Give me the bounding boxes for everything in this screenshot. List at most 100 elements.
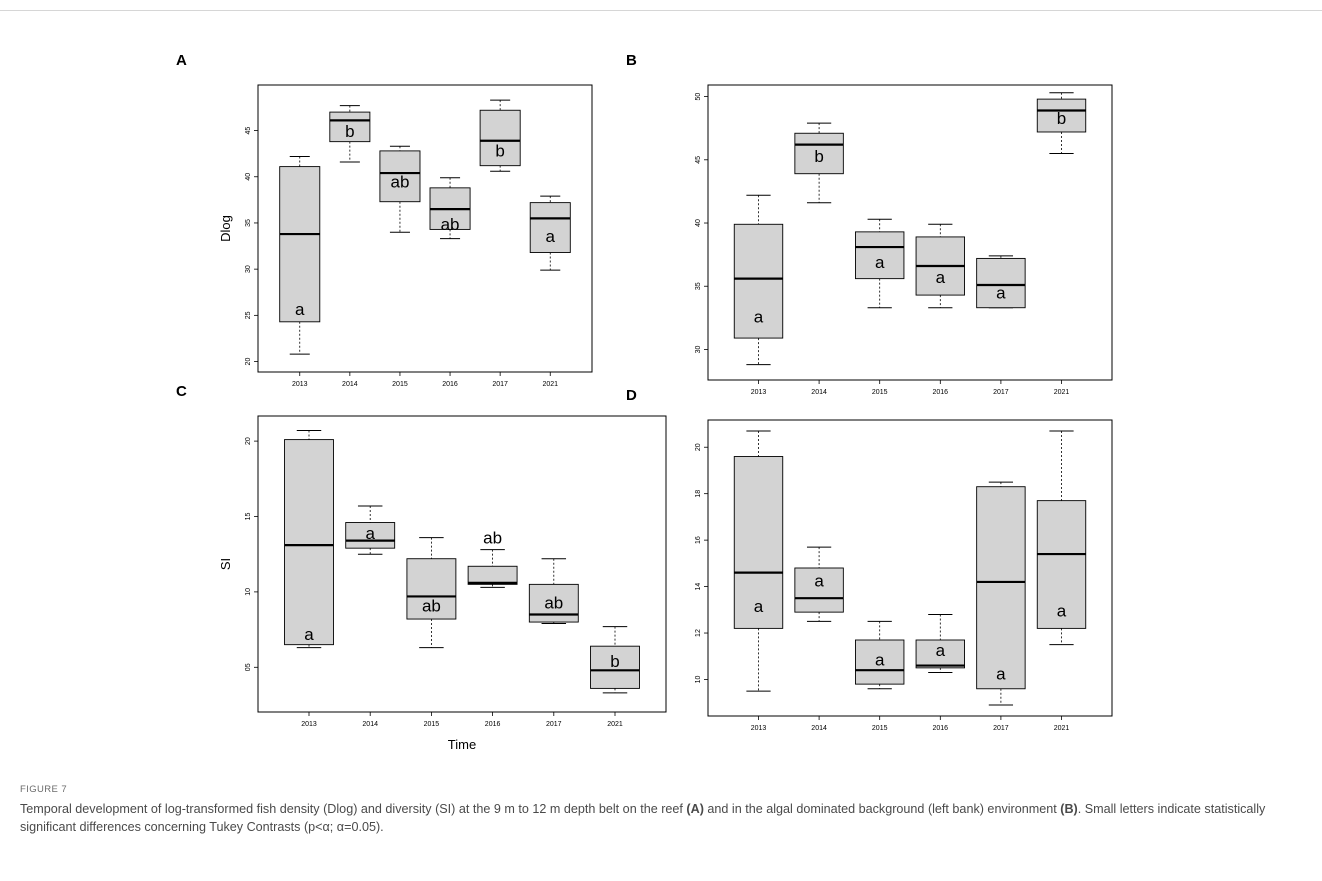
y-tick-label: 20 bbox=[245, 358, 252, 366]
significance-letter: a bbox=[875, 650, 885, 669]
x-tick-label: 2013 bbox=[751, 725, 767, 732]
box-2017: ab bbox=[528, 558, 579, 625]
significance-letter: ab bbox=[483, 529, 502, 548]
panel-label: A bbox=[176, 52, 187, 69]
y-tick-label: 15 bbox=[245, 513, 252, 521]
y-tick-label: 35 bbox=[245, 219, 252, 227]
box-2015: a bbox=[855, 218, 905, 309]
x-tick-label: 2015 bbox=[424, 721, 440, 728]
iqr-box bbox=[479, 109, 521, 167]
significance-letter: a bbox=[365, 524, 375, 543]
panel-label: B bbox=[626, 52, 637, 69]
significance-letter: a bbox=[754, 597, 764, 616]
iqr-box bbox=[528, 583, 579, 623]
significance-letter: b bbox=[610, 652, 619, 671]
box-2013: a bbox=[279, 155, 321, 355]
iqr-box bbox=[284, 439, 334, 646]
significance-letter: a bbox=[1057, 602, 1067, 621]
box-2015: ab bbox=[406, 537, 457, 649]
x-tick-label: 2016 bbox=[442, 381, 458, 388]
box-2021: b bbox=[1036, 92, 1087, 154]
iqr-box bbox=[467, 565, 518, 585]
significance-letter: a bbox=[936, 641, 946, 660]
box-2013: a bbox=[733, 194, 784, 366]
significance-letter: a bbox=[996, 664, 1006, 683]
panel-b: B 30 35 40 45 50 a 2013 b 2014 a 2015 a 2016 a 2017 b 202… bbox=[626, 52, 1113, 396]
box-2017: a bbox=[976, 255, 1026, 309]
y-tick-label: 50 bbox=[695, 93, 702, 101]
iqr-box bbox=[794, 567, 844, 613]
x-tick-label: 2021 bbox=[1054, 725, 1070, 732]
significance-letter: b bbox=[814, 147, 823, 166]
x-tick-label: 2014 bbox=[342, 381, 358, 388]
plot-frame bbox=[707, 419, 1113, 717]
figure-7-boxplots: A202530354045a2013b2014ab2015ab2016b2017… bbox=[176, 52, 1113, 752]
significance-letter: a bbox=[936, 268, 946, 287]
x-tick-label: 2017 bbox=[993, 725, 1009, 732]
figure-label: FIGURE 7 bbox=[20, 784, 68, 795]
iqr-box bbox=[406, 558, 457, 620]
y-tick-label: 30 bbox=[695, 345, 702, 353]
y-tick-label: 20 bbox=[245, 437, 252, 445]
panel-label: D bbox=[626, 387, 637, 404]
iqr-box bbox=[379, 150, 421, 203]
box-2017: a bbox=[976, 481, 1026, 706]
iqr-box bbox=[279, 166, 321, 323]
iqr-box bbox=[794, 132, 844, 175]
caption-text-part: Temporal development of log-transformed … bbox=[20, 802, 687, 816]
y-tick-label: 10 bbox=[695, 675, 702, 683]
x-tick-label: 2017 bbox=[993, 389, 1009, 396]
significance-letter: ab bbox=[544, 593, 563, 612]
x-tick-label: 2021 bbox=[542, 381, 558, 388]
panel-c: C 05 10 15 20 a 2013 a 2014 ab 2015 ab 2016 ab 2017 b 20… bbox=[176, 383, 667, 752]
iqr-box bbox=[733, 456, 784, 629]
significance-letter: ab bbox=[390, 173, 409, 192]
y-axis-label: Dlog bbox=[218, 215, 233, 242]
caption-panel-ref: (A) bbox=[686, 802, 704, 816]
iqr-box bbox=[855, 639, 905, 685]
significance-letter: a bbox=[814, 571, 824, 590]
significance-letter: a bbox=[295, 300, 305, 319]
y-tick-label: 30 bbox=[245, 265, 252, 273]
box-2016: a bbox=[915, 223, 965, 309]
box-2021: b bbox=[590, 626, 640, 694]
x-tick-label: 2017 bbox=[546, 721, 562, 728]
caption-text-part: and in the algal dominated background (l… bbox=[703, 802, 1061, 816]
significance-letter: a bbox=[304, 625, 314, 644]
box-2016: a bbox=[915, 613, 965, 674]
box-2014: b bbox=[794, 122, 844, 204]
iqr-box bbox=[976, 257, 1026, 309]
iqr-box bbox=[1036, 500, 1087, 629]
plot-frame bbox=[707, 84, 1113, 381]
x-tick-label: 2015 bbox=[872, 389, 888, 396]
iqr-box bbox=[733, 223, 784, 339]
iqr-box bbox=[329, 111, 371, 143]
y-tick-label: 10 bbox=[245, 588, 252, 596]
y-tick-label: 40 bbox=[695, 219, 702, 227]
x-tick-label: 2015 bbox=[392, 381, 408, 388]
significance-letter: a bbox=[546, 227, 556, 246]
x-tick-label: 2014 bbox=[362, 721, 378, 728]
caption-panel-ref: (B) bbox=[1060, 802, 1078, 816]
y-tick-label: 45 bbox=[695, 156, 702, 164]
significance-letter: b bbox=[495, 141, 504, 160]
significance-letter: ab bbox=[422, 596, 441, 615]
box-2017: b bbox=[479, 99, 521, 172]
iqr-box bbox=[976, 486, 1026, 690]
box-2021: a bbox=[1036, 430, 1087, 646]
significance-letter: b bbox=[345, 122, 354, 141]
x-tick-label: 2016 bbox=[485, 721, 501, 728]
iqr-box bbox=[915, 639, 965, 669]
box-2016: ab bbox=[429, 177, 471, 240]
x-tick-label: 2017 bbox=[492, 381, 508, 388]
panel-label: C bbox=[176, 383, 187, 400]
y-tick-label: 45 bbox=[245, 127, 252, 135]
x-tick-label: 2013 bbox=[301, 721, 317, 728]
box-2015: a bbox=[855, 620, 905, 690]
iqr-box bbox=[855, 231, 905, 280]
plot-frame bbox=[257, 415, 667, 713]
panel-d: D 10 12 14 16 18 20 a 2013 a 2014 a 2015 a 2016 a 2017 a 2… bbox=[626, 387, 1113, 732]
x-tick-label: 2021 bbox=[1054, 389, 1070, 396]
box-2016: ab bbox=[467, 529, 518, 588]
y-tick-label: 40 bbox=[245, 173, 252, 181]
